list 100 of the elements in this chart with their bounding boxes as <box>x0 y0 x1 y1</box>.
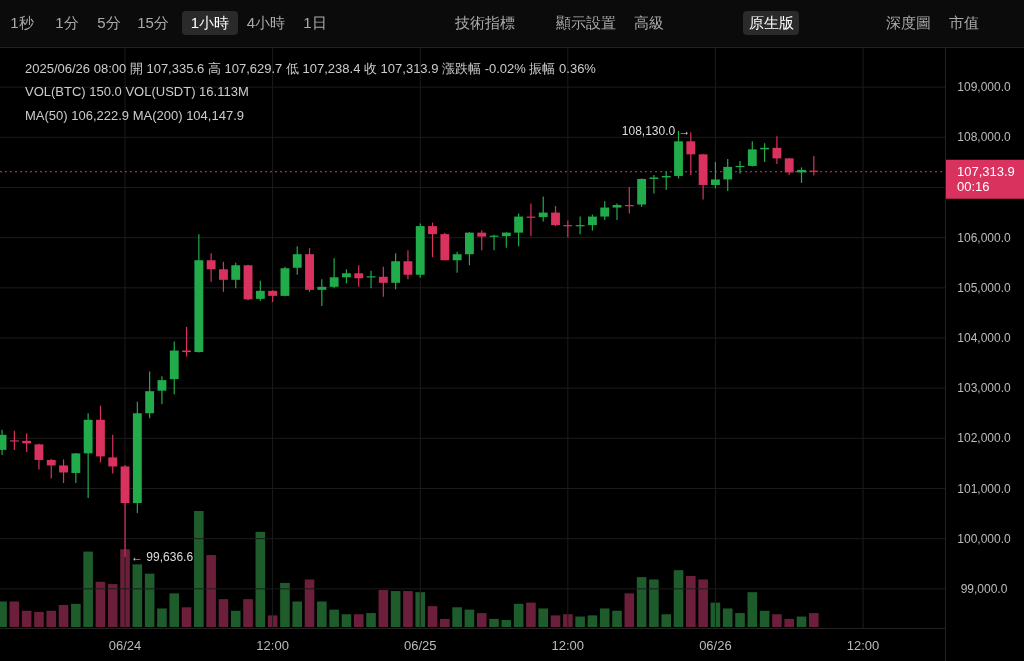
candlestick <box>378 266 388 298</box>
bar <box>501 620 512 627</box>
bar <box>181 607 192 627</box>
bar <box>206 555 216 627</box>
text: 1小時 <box>190 14 230 31</box>
text: 5分 <box>97 14 121 31</box>
bar <box>71 603 81 627</box>
candlestick <box>46 458 56 480</box>
text: 15分 <box>137 14 169 31</box>
candlestick <box>600 200 610 221</box>
bar <box>698 579 708 627</box>
bar <box>464 609 475 627</box>
text: 市值 <box>949 14 979 31</box>
candlestick <box>34 443 44 471</box>
bar <box>599 608 610 627</box>
annotation: MA(50) 106,222.9 MA(200) 104,147.9 <box>25 108 244 123</box>
text: 原生版 <box>748 14 794 31</box>
text: 技術指標 <box>454 14 515 31</box>
candlestick <box>538 195 548 223</box>
bar <box>194 511 204 627</box>
candlestick <box>329 257 339 289</box>
bar <box>489 618 499 627</box>
bar <box>575 616 585 627</box>
text: 高級 <box>634 14 664 31</box>
bar <box>440 618 450 627</box>
candlestick <box>428 222 437 258</box>
bar <box>218 599 229 627</box>
bar <box>169 593 180 627</box>
annotation: ← 99,636.6 <box>131 549 194 564</box>
candlestick <box>145 371 155 419</box>
bar <box>784 618 794 627</box>
candlestick <box>317 278 327 307</box>
bar <box>476 613 487 627</box>
bar <box>255 531 266 627</box>
text: 1分 <box>55 14 79 31</box>
bar <box>317 601 327 627</box>
bar <box>587 615 598 627</box>
bar <box>563 614 573 627</box>
bar <box>58 604 69 627</box>
candlestick <box>747 140 757 168</box>
bar <box>46 610 57 627</box>
bar <box>550 615 561 627</box>
bar <box>427 606 438 627</box>
bar <box>280 582 290 627</box>
bar <box>526 602 536 627</box>
x-tick-label: 06/25 <box>403 638 437 653</box>
x-tick-label: 12:00 <box>846 638 880 653</box>
bar <box>649 579 659 627</box>
text: 00:16 <box>957 179 990 194</box>
bar <box>415 592 426 627</box>
bar <box>230 610 241 627</box>
candlestick <box>723 158 733 192</box>
annotation: VOL(BTC) 150.0 VOL(USDT) 16.113M <box>25 84 249 99</box>
bar <box>107 584 118 627</box>
bar <box>292 601 303 627</box>
bar <box>809 613 819 627</box>
candlestick <box>772 135 782 165</box>
bar <box>538 608 549 627</box>
bar <box>144 573 155 627</box>
y-tick-label: 109,000.0 <box>957 80 1012 95</box>
bar <box>735 613 745 627</box>
bar <box>366 613 376 627</box>
bar <box>796 616 807 627</box>
bar <box>341 614 352 627</box>
annotation: 108,130.0 → <box>621 123 691 138</box>
bar <box>673 570 684 627</box>
candlestick <box>354 264 364 288</box>
bar <box>9 601 20 627</box>
candlestick <box>477 229 487 251</box>
candlestick <box>514 212 524 247</box>
x-tick-label: 06/24 <box>108 638 142 653</box>
bar <box>513 603 524 627</box>
candlestick <box>403 249 413 280</box>
y-tick-label: 104,000.0 <box>957 331 1012 345</box>
y-tick-label: 106,000.0 <box>957 230 1012 245</box>
candlestick <box>710 161 720 190</box>
text: 1日 <box>303 14 327 31</box>
candlestick <box>612 202 622 221</box>
x-tick-label: 12:00 <box>256 638 289 653</box>
annotation: 2025/06/26 08:00 開 107,335.6 高 107,629.7 低 107,238.4 收 107,313.9 漲跌幅 -0.02% 振幅 0.36% <box>25 61 597 76</box>
candlestick <box>292 245 302 276</box>
candlestick <box>219 261 228 293</box>
candlestick <box>231 262 241 289</box>
bar <box>759 610 770 627</box>
candlestick <box>206 252 216 283</box>
candlestick <box>9 430 19 451</box>
bar <box>132 564 143 627</box>
text: 1秒 <box>10 14 34 31</box>
bar <box>21 610 32 627</box>
candlestick <box>71 452 81 484</box>
candlestick <box>465 231 474 266</box>
text: 4小時 <box>246 14 286 31</box>
bar <box>403 591 413 627</box>
bar <box>612 610 622 627</box>
text: 顯示設置 <box>556 14 616 31</box>
bar <box>686 575 696 627</box>
y-tick-label: 108,000.0 <box>957 130 1012 145</box>
bar <box>304 579 315 627</box>
bar <box>353 614 364 627</box>
y-tick-label: 105,000.0 <box>957 280 1012 295</box>
